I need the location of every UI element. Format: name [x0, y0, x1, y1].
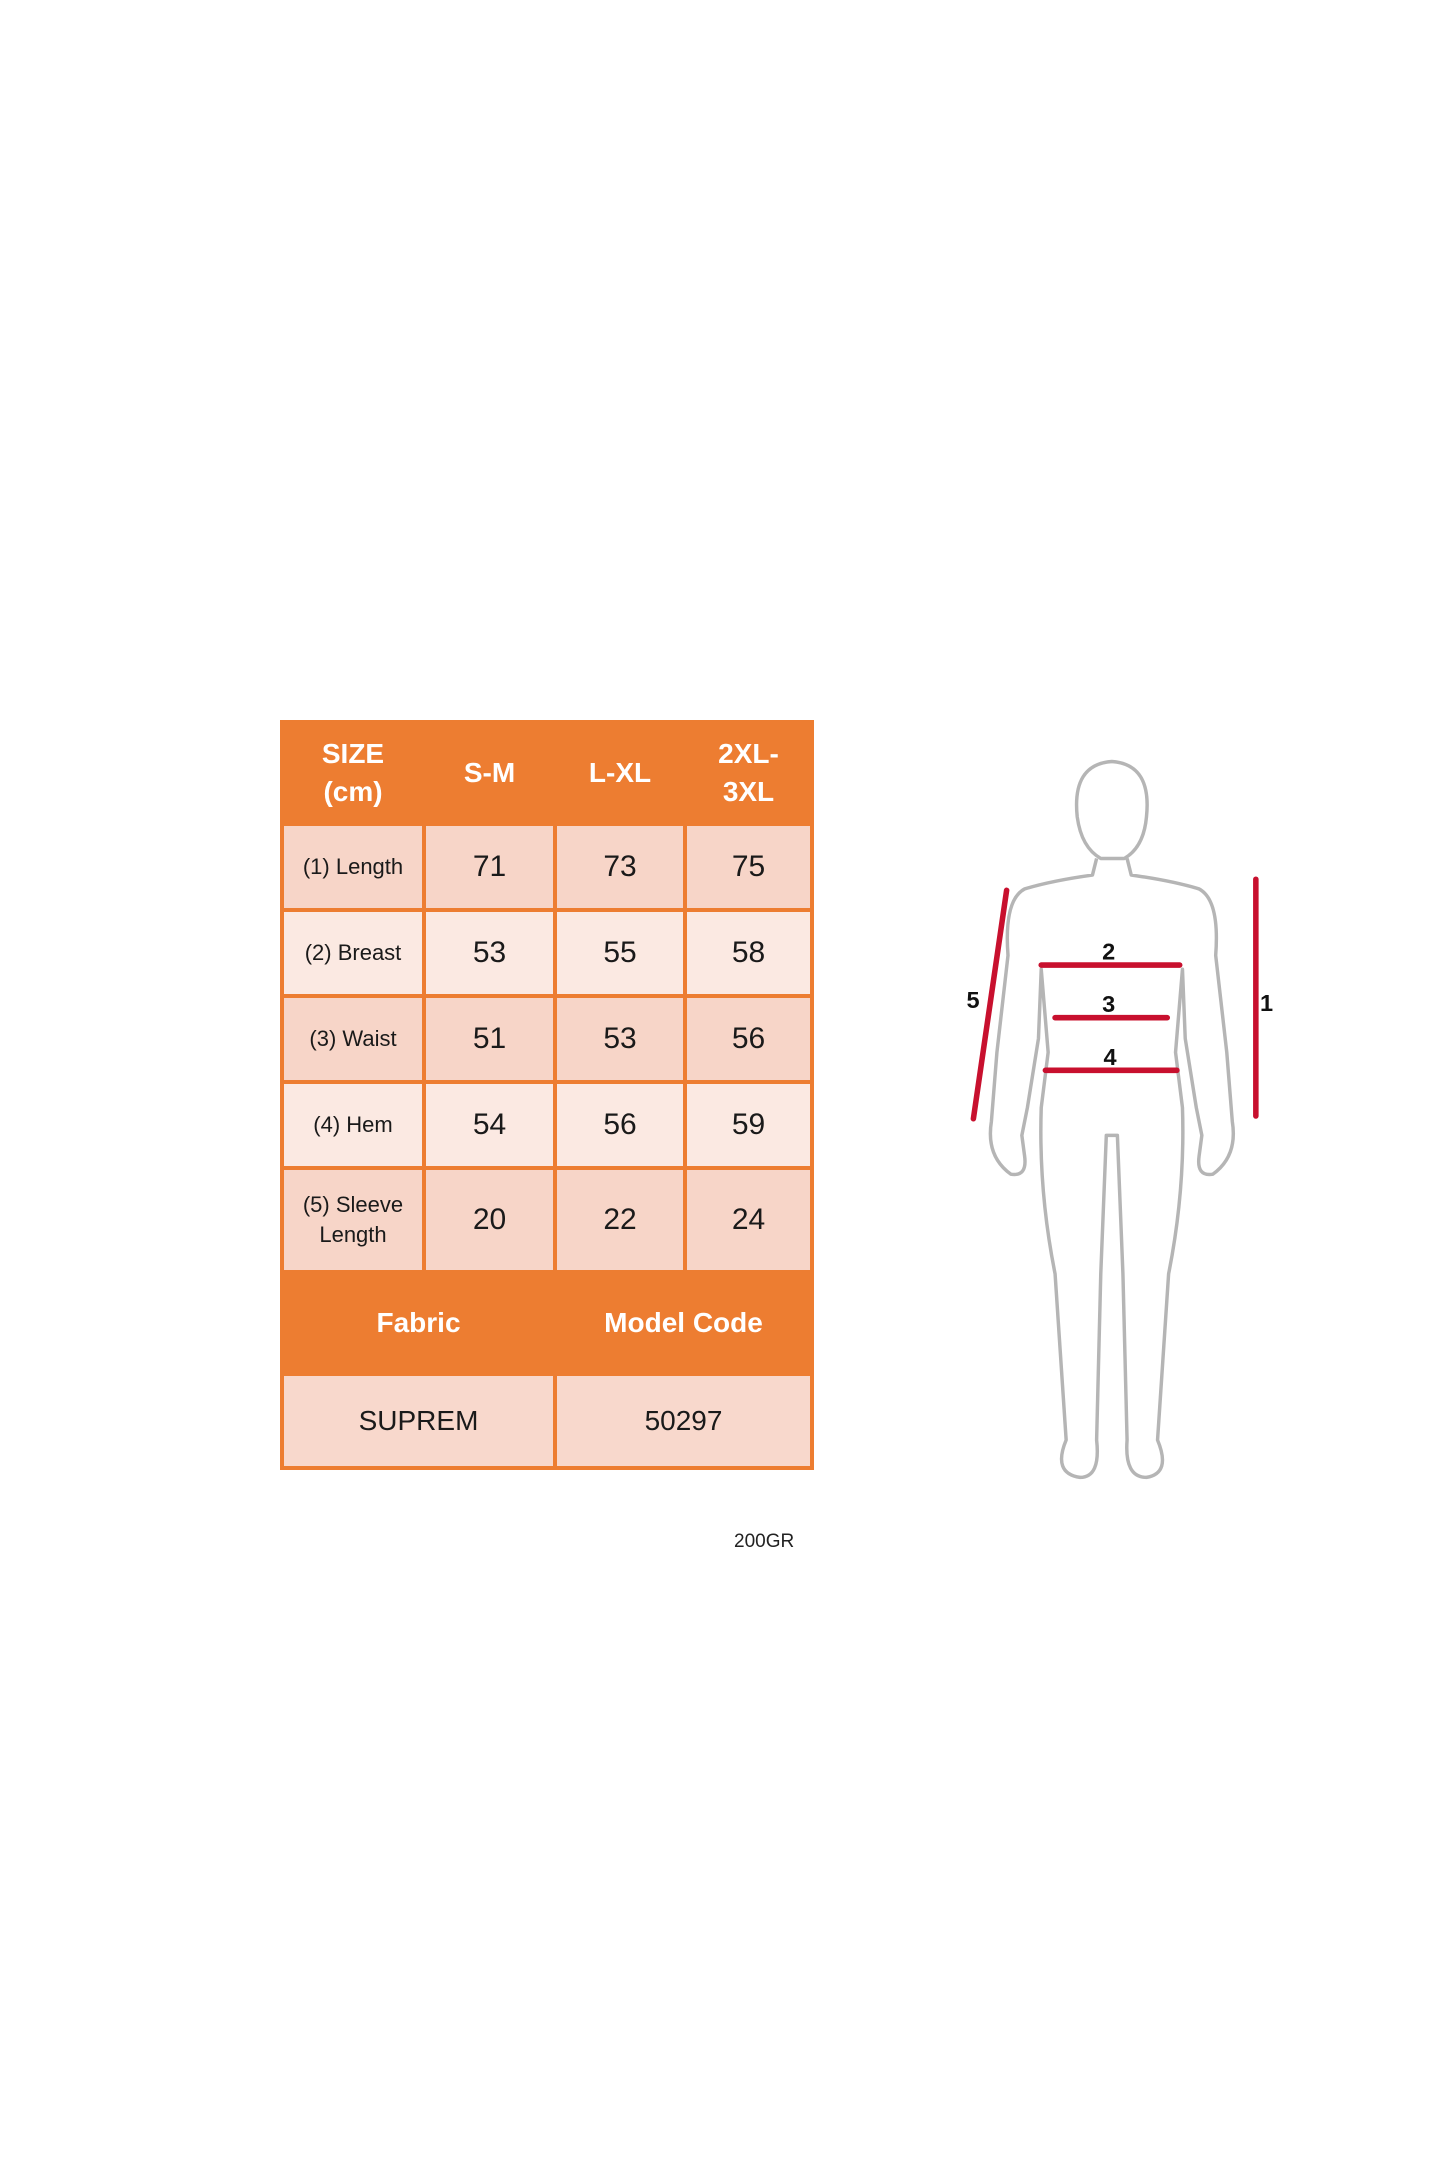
size-chart-table: SIZE (cm) S-M L-XL 2XL-3XL (1) Length 71 … [280, 720, 814, 1470]
header-model-code: Model Code [553, 1270, 814, 1376]
cell: 54 [422, 1080, 557, 1170]
cell: 20 [422, 1166, 557, 1274]
header-s-m: S-M [422, 720, 557, 826]
row-label: (4) Hem [280, 1080, 426, 1170]
measurement-lines [970, 876, 1259, 1122]
header-2xl-3xl: 2XL-3XL [683, 720, 814, 826]
row-label: (3) Waist [280, 994, 426, 1084]
marker-4: 4 [1104, 1044, 1117, 1070]
row-label: (2) Breast [280, 908, 426, 998]
cell: 58 [683, 908, 814, 998]
footer-header-row: Fabric Model Code [280, 1270, 814, 1376]
table-row-waist: (3) Waist 51 53 56 [280, 994, 814, 1084]
table-row-length: (1) Length 71 73 75 [280, 822, 814, 912]
marker-1: 1 [1260, 990, 1273, 1016]
cell: 73 [553, 822, 687, 912]
row-label: (5) Sleeve Length [280, 1166, 426, 1274]
header-size-line: SIZE [321, 738, 385, 769]
header-2xl-3xl-label: 2XL-3XL [718, 738, 779, 807]
table-row-hem: (4) Hem 54 56 59 [280, 1080, 814, 1170]
cell: 71 [422, 822, 557, 912]
table-header-row: SIZE (cm) S-M L-XL 2XL-3XL [280, 720, 814, 826]
fabric-value: SUPREM [280, 1372, 557, 1470]
row-label: (1) Length [280, 822, 426, 912]
cell: 24 [683, 1166, 814, 1274]
marker-3: 3 [1102, 991, 1115, 1017]
cell: 59 [683, 1080, 814, 1170]
footer-value-row: SUPREM 50297 [280, 1372, 814, 1470]
model-code-value: 50297 [553, 1372, 814, 1470]
cell: 56 [553, 1080, 687, 1170]
row-label-line2: Length [319, 1222, 387, 1247]
table-row-sleeve-length: (5) Sleeve Length 20 22 24 [280, 1166, 814, 1274]
cell: 53 [422, 908, 557, 998]
body-outline [988, 759, 1235, 1480]
marker-2: 2 [1102, 939, 1115, 965]
cell: 55 [553, 908, 687, 998]
table-row-breast: (2) Breast 53 55 58 [280, 908, 814, 998]
sleeve-line [970, 887, 1010, 1122]
cell: 75 [683, 822, 814, 912]
cell: 53 [553, 994, 687, 1084]
head-outline [1074, 759, 1149, 861]
cell: 56 [683, 994, 814, 1084]
header-size-unit: (cm) [323, 776, 383, 807]
header-size: SIZE (cm) [280, 720, 426, 826]
marker-5: 5 [966, 987, 979, 1013]
cell: 51 [422, 994, 557, 1084]
fabric-weight: 200GR [734, 1531, 795, 1552]
header-l-xl: L-XL [553, 720, 687, 826]
header-fabric: Fabric [280, 1270, 557, 1376]
torso-outline [988, 858, 1235, 1480]
cell: 22 [553, 1166, 687, 1274]
row-label-line1: (5) Sleeve [302, 1192, 404, 1217]
